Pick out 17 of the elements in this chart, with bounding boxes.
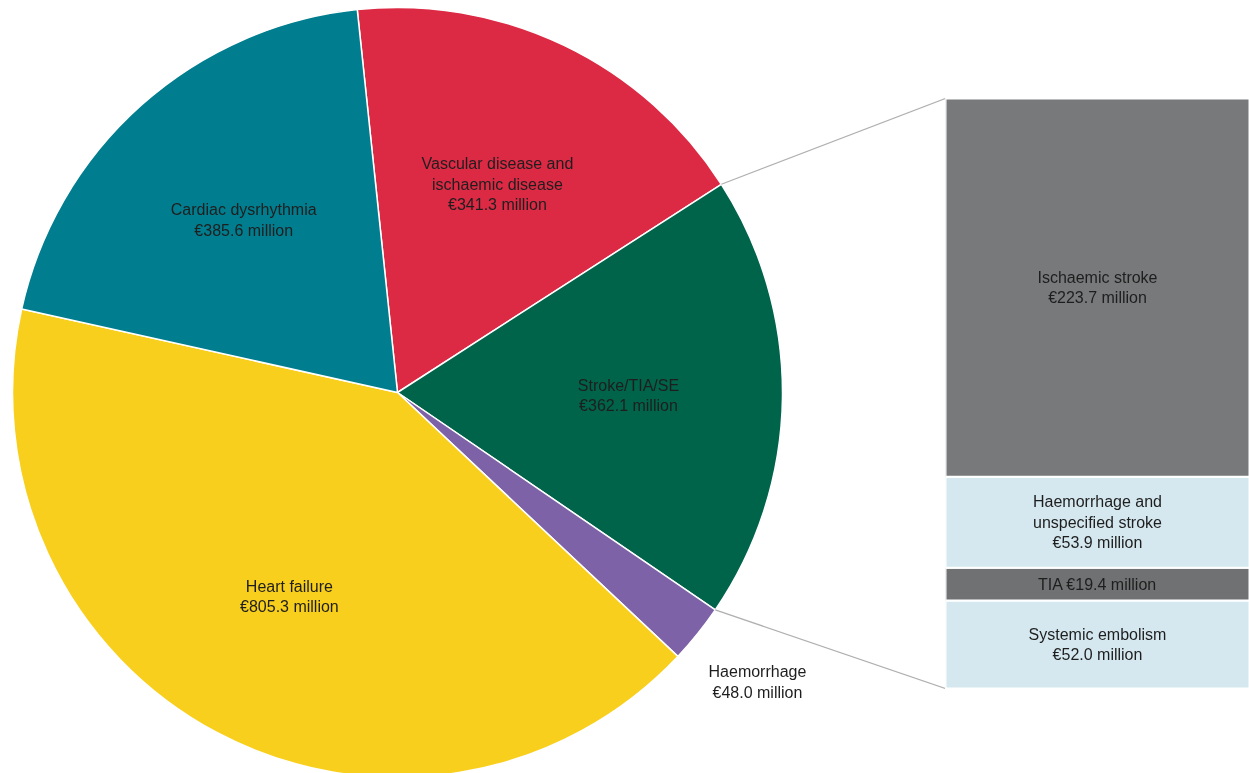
slice-label: Cardiac dysrhythmia xyxy=(170,201,317,219)
data-label: €223.7 million xyxy=(1048,289,1147,307)
slice-label: Haemorrhage xyxy=(708,663,807,681)
slice-label: Vascular disease and ischaemic disease xyxy=(421,155,574,193)
series-label: Haemorrhage and unspecified stroke xyxy=(1033,493,1163,531)
data-label: €385.6 million xyxy=(194,221,294,239)
slice-label: Stroke/TIA/SE xyxy=(577,377,680,395)
slice-label: Heart failure xyxy=(245,577,334,595)
data-label: €341.3 million xyxy=(448,196,547,214)
series-label: Ischaemic stroke xyxy=(1037,268,1158,286)
data-label: €362.1 million xyxy=(579,397,678,415)
series-label: Systemic embolism xyxy=(1028,625,1167,643)
data-label: €52.0 million xyxy=(1052,646,1143,664)
data-label: €53.9 million xyxy=(1052,534,1143,552)
data-label: €48.0 million xyxy=(712,683,803,701)
text: TIA €19.4 million xyxy=(1037,575,1157,593)
data-label: €805.3 million xyxy=(240,598,339,616)
